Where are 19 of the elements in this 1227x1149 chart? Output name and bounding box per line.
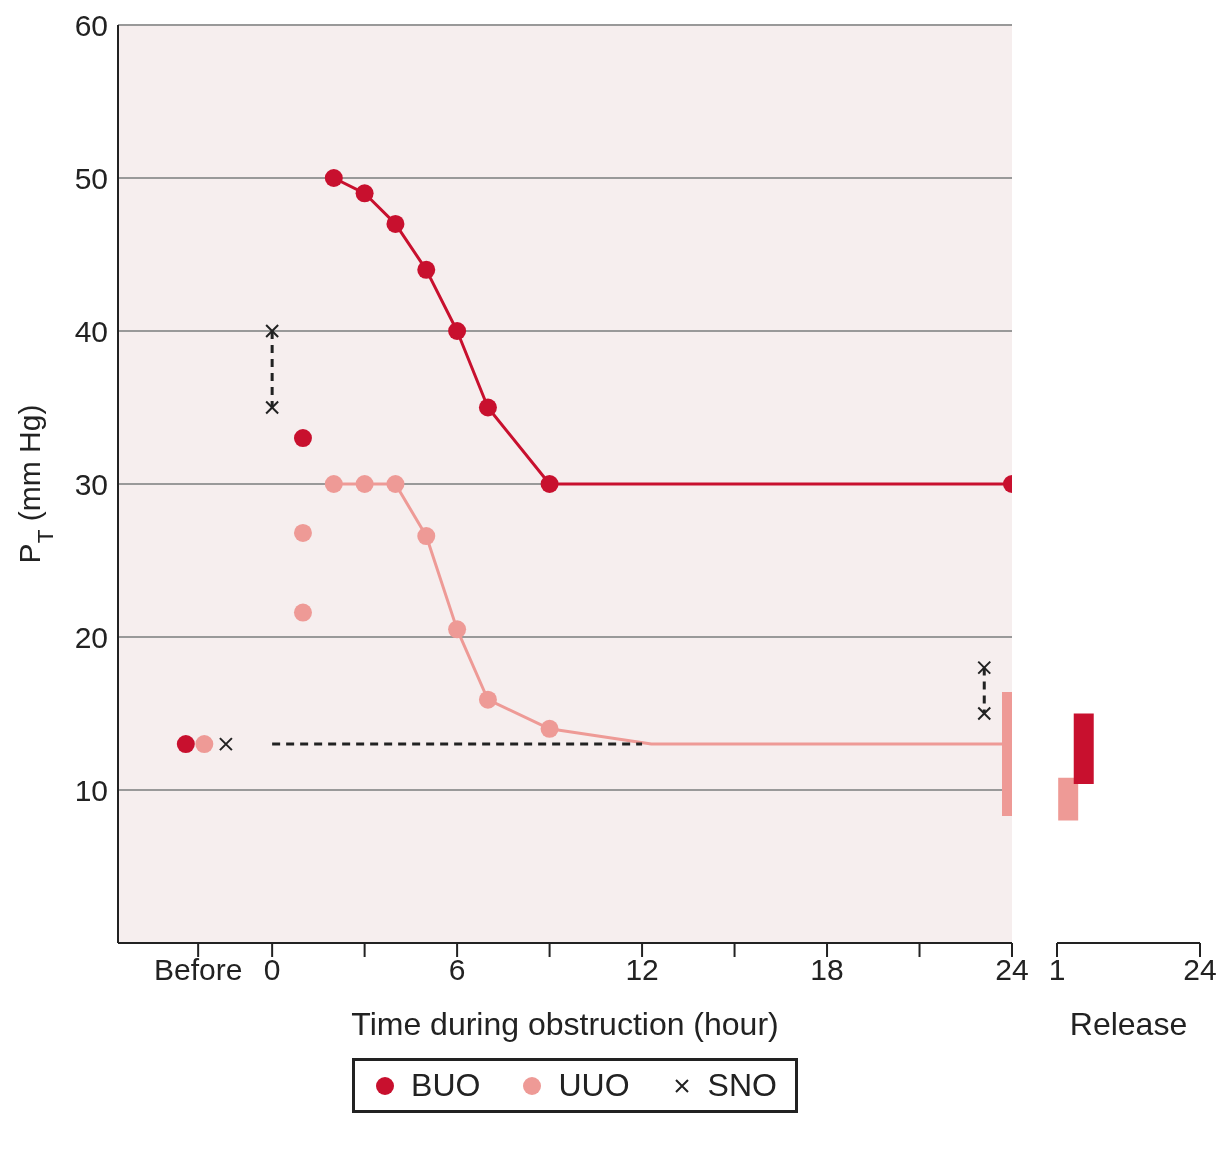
x-tick-label: 6 (448, 953, 466, 987)
y-tick-label: 40 (74, 314, 108, 348)
y-tick-label: 50 (74, 161, 108, 195)
x-tick-label: 1 (1048, 953, 1066, 987)
y-tick-label: 10 (74, 773, 108, 807)
legend-label: BUO (411, 1067, 481, 1104)
legend-label: SNO (707, 1067, 777, 1104)
y-tick-label: 30 (74, 467, 108, 501)
legend-label: UUO (558, 1067, 630, 1104)
y-tick-label: 60 (74, 8, 108, 42)
x-tick-label: 0 (263, 953, 281, 987)
x-tick-label: 18 (810, 953, 844, 987)
x-axis-title: Release (1069, 1006, 1188, 1042)
x-tick-label: 24 (1183, 953, 1217, 987)
y-tick-label: 20 (74, 620, 108, 654)
x-axis-title: Time during obstruction (hour) (351, 1006, 779, 1042)
x-tick-label: 24 (995, 953, 1029, 987)
x-tick-label: Before (153, 953, 243, 987)
x-tick-label: 12 (625, 953, 659, 987)
